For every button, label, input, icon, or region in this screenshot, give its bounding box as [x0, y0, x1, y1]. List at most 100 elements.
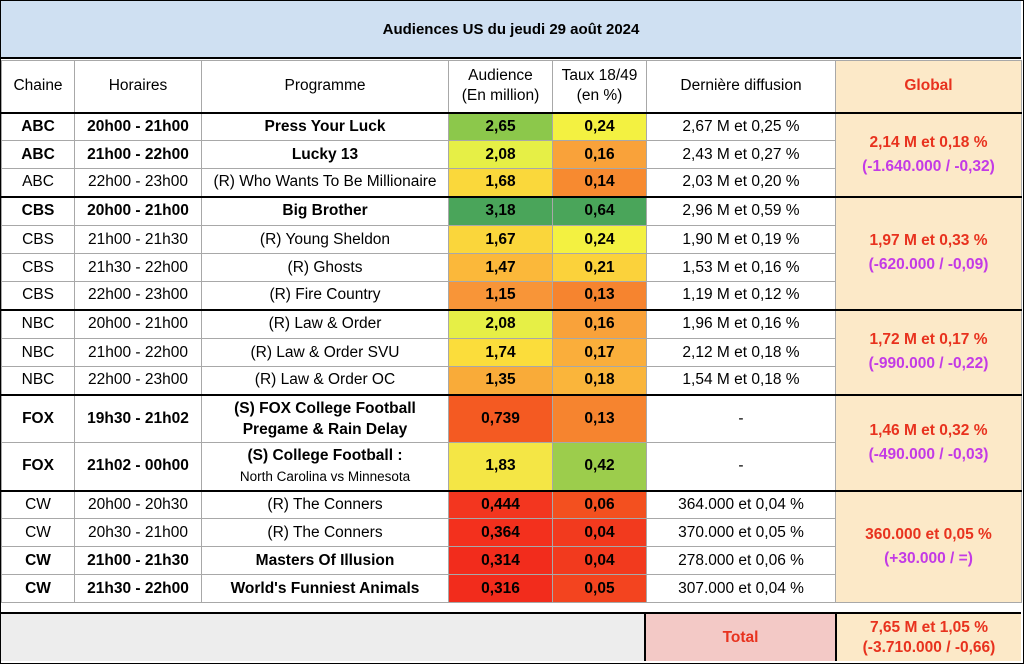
cell-derniere: 1,19 M et 0,12 %: [646, 281, 836, 310]
cell-taux: 0,24: [552, 225, 647, 254]
cell-taux: 0,13: [552, 393, 647, 443]
table-row: CW 20h00 - 20h30 (R) The Conners 0,444 0,06 3…: [1, 489, 1022, 603]
cell-derniere: 278.000 et 0,06 %: [646, 546, 836, 575]
cell-audience: 1,68: [448, 168, 553, 197]
cell-audience: 1,47: [448, 253, 553, 282]
cell-global: 1,97 M et 0,33 % (-620.000 / -0,09): [835, 195, 1022, 310]
programme-line1: (S) FOX College Football: [234, 399, 416, 417]
table-row: CW 21h00 - 21h30 Masters Of Illusion 0,314 0…: [1, 546, 1022, 575]
cell-audience: 0,364: [448, 518, 553, 547]
cell-chaine: CBS: [1, 225, 75, 254]
cell-taux: 0,16: [552, 140, 647, 169]
header-audience: Audience (En million): [448, 60, 553, 114]
global-main: 1,46 M et 0,32 %: [869, 421, 988, 439]
table-row: ABC 20h00 - 21h00 Press Your Luck 2,65 0,24 2…: [1, 112, 1022, 197]
cell-programme: (S) College Football : North Carolina vs …: [201, 442, 449, 491]
footer-total-delta: (-3.710.000 / -0,66): [862, 638, 996, 656]
cell-programme: (R) The Conners: [201, 518, 449, 547]
cell-global: 360.000 et 0,05 % (+30.000 / =): [835, 489, 1022, 603]
cell-chaine: ABC: [1, 168, 75, 197]
header-taux-line2: (en %): [576, 87, 623, 105]
cell-horaires: 20h00 - 21h00: [74, 195, 202, 226]
header-programme: Programme: [201, 60, 449, 114]
header-chaine: Chaine: [1, 60, 75, 114]
footer-total-main: 7,65 M et 1,05 %: [869, 618, 989, 636]
cell-chaine: NBC: [1, 366, 75, 395]
audience-table: Chaine Horaires Programme Audience (En mi…: [1, 60, 1022, 603]
cell-derniere: -: [646, 393, 836, 443]
cell-horaires: 20h00 - 21h00: [74, 308, 202, 339]
header-horaires: Horaires: [74, 60, 202, 114]
global-delta: (+30.000 / =): [884, 549, 973, 567]
global-main: 360.000 et 0,05 %: [865, 525, 992, 543]
cell-taux: 0,24: [552, 112, 647, 141]
table-row: CW 21h30 - 22h00 World's Funniest Animals 0…: [1, 574, 1022, 603]
cell-derniere: 2,67 M et 0,25 %: [646, 112, 836, 141]
table-row: CBS 20h00 - 21h00 Big Brother 3,18 0,64 2,96 …: [1, 195, 1022, 310]
footer-total-value: 7,65 M et 1,05 % (-3.710.000 / -0,66): [835, 612, 1021, 661]
cell-horaires: 20h00 - 21h00: [74, 112, 202, 141]
cell-audience: 0,739: [448, 393, 553, 443]
cell-programme: (S) FOX College Football Pregame & Rain D…: [201, 393, 449, 443]
cell-programme: Masters Of Illusion: [201, 546, 449, 575]
cell-horaires: 21h00 - 21h30: [74, 225, 202, 254]
cell-horaires: 21h00 - 22h00: [74, 140, 202, 169]
global-delta: (-490.000 / -0,03): [868, 445, 989, 463]
cell-programme: Press Your Luck: [201, 112, 449, 141]
header-derniere: Dernière diffusion: [646, 60, 836, 114]
header-taux: Taux 18/49 (en %): [552, 60, 647, 114]
cell-taux: 0,21: [552, 253, 647, 282]
cell-chaine: CBS: [1, 195, 75, 226]
cell-audience: 1,74: [448, 338, 553, 367]
cell-audience: 0,316: [448, 574, 553, 603]
cell-chaine: FOX: [1, 442, 75, 491]
cell-programme: Big Brother: [201, 195, 449, 226]
cell-chaine: FOX: [1, 393, 75, 443]
cell-taux: 0,13: [552, 281, 647, 310]
programme-line2: Pregame & Rain Delay: [242, 420, 408, 438]
cell-derniere: 2,03 M et 0,20 %: [646, 168, 836, 197]
cell-programme: (R) Young Sheldon: [201, 225, 449, 254]
cell-chaine: CBS: [1, 253, 75, 282]
cell-chaine: CW: [1, 546, 75, 575]
cell-programme: (R) Law & Order OC: [201, 366, 449, 395]
header-audience-line2: (En million): [461, 87, 540, 105]
table-row: CBS 21h30 - 22h00 (R) Ghosts 1,47 0,21 1,53 M…: [1, 253, 1022, 282]
cell-derniere: 1,54 M et 0,18 %: [646, 366, 836, 395]
cell-programme: (R) Law & Order: [201, 308, 449, 339]
cell-horaires: 21h30 - 22h00: [74, 574, 202, 603]
cell-taux: 0,04: [552, 546, 647, 575]
table-row: FOX 19h30 - 21h02 (S) FOX College Football…: [1, 393, 1022, 491]
cell-chaine: ABC: [1, 140, 75, 169]
cell-horaires: 22h00 - 23h00: [74, 168, 202, 197]
cell-derniere: 2,96 M et 0,59 %: [646, 195, 836, 226]
cell-chaine: CBS: [1, 281, 75, 310]
cell-audience: 2,08: [448, 308, 553, 339]
page-title: Audiences US du jeudi 29 août 2024: [1, 1, 1021, 59]
cell-derniere: 1,96 M et 0,16 %: [646, 308, 836, 339]
cell-programme: Lucky 13: [201, 140, 449, 169]
global-main: 1,72 M et 0,17 %: [869, 331, 988, 348]
cell-horaires: 19h30 - 21h02: [74, 393, 202, 443]
header-audience-line1: Audience: [468, 67, 533, 85]
cell-audience: 3,18: [448, 195, 553, 226]
footer-total-label: Total: [646, 612, 835, 661]
header-taux-line1: Taux 18/49: [561, 67, 638, 85]
global-main: 2,14 M et 0,18 %: [869, 133, 988, 151]
cell-audience: 1,67: [448, 225, 553, 254]
cell-taux: 0,05: [552, 574, 647, 603]
table-row: ABC 22h00 - 23h00 (R) Who Wants To Be Mill…: [1, 168, 1022, 197]
table-row: FOX 21h02 - 00h00 (S) College Football : No…: [1, 442, 1022, 491]
cell-programme: (R) The Conners: [201, 489, 449, 519]
cell-derniere: 1,53 M et 0,16 %: [646, 253, 836, 282]
table-row: NBC 22h00 - 23h00 (R) Law & Order OC 1,35 0,…: [1, 366, 1022, 395]
cell-taux: 0,06: [552, 489, 647, 519]
cell-taux: 0,14: [552, 168, 647, 197]
cell-taux: 0,64: [552, 195, 647, 226]
cell-horaires: 21h30 - 22h00: [74, 253, 202, 282]
cell-horaires: 22h00 - 23h00: [74, 281, 202, 310]
cell-derniere: 307.000 et 0,04 %: [646, 574, 836, 603]
cell-chaine: CW: [1, 489, 75, 519]
programme-line2: North Carolina vs Minnesota: [239, 469, 411, 485]
cell-derniere: 1,90 M et 0,19 %: [646, 225, 836, 254]
